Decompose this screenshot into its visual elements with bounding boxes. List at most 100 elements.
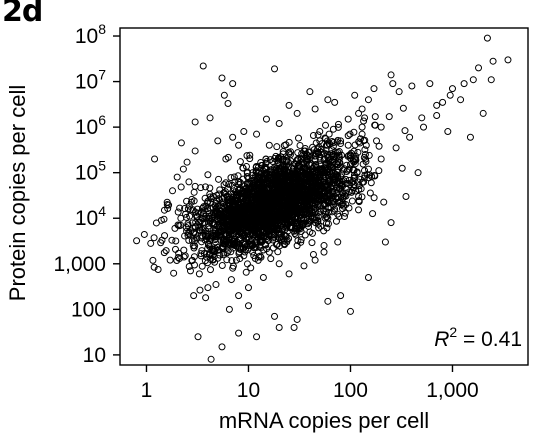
data-point bbox=[364, 96, 372, 104]
data-point bbox=[308, 229, 316, 237]
data-point bbox=[223, 192, 231, 200]
data-point bbox=[221, 188, 229, 196]
data-point bbox=[271, 312, 279, 320]
data-point bbox=[233, 211, 241, 219]
data-point bbox=[276, 182, 284, 190]
data-point bbox=[262, 115, 270, 123]
data-point bbox=[173, 173, 181, 181]
data-point bbox=[358, 123, 366, 131]
data-point bbox=[346, 130, 354, 138]
y-tick-label: 105 bbox=[75, 158, 106, 185]
data-point bbox=[300, 262, 308, 270]
data-point bbox=[227, 276, 235, 284]
data-point bbox=[285, 166, 293, 174]
data-point bbox=[278, 189, 286, 197]
data-point bbox=[182, 210, 190, 218]
data-point bbox=[198, 247, 206, 255]
data-point bbox=[433, 101, 441, 109]
data-point bbox=[344, 141, 352, 149]
data-point bbox=[275, 120, 283, 128]
data-point bbox=[270, 195, 278, 203]
data-point bbox=[324, 208, 332, 216]
data-point bbox=[240, 128, 248, 136]
data-point bbox=[204, 244, 212, 252]
data-point bbox=[340, 213, 348, 221]
data-point bbox=[244, 230, 252, 238]
data-point bbox=[248, 221, 256, 229]
data-point bbox=[257, 214, 265, 222]
data-point bbox=[237, 209, 245, 217]
data-point bbox=[392, 144, 400, 152]
data-point bbox=[271, 221, 279, 229]
data-point bbox=[332, 217, 340, 225]
data-point bbox=[244, 215, 252, 223]
data-point bbox=[426, 80, 434, 88]
data-point bbox=[282, 190, 290, 198]
data-point bbox=[194, 333, 202, 341]
data-point bbox=[235, 180, 243, 188]
data-point bbox=[304, 171, 312, 179]
data-point bbox=[375, 142, 383, 150]
data-point bbox=[344, 152, 352, 160]
data-point bbox=[355, 109, 363, 117]
data-point bbox=[278, 207, 286, 215]
data-point bbox=[206, 114, 214, 122]
data-point bbox=[395, 88, 403, 96]
data-point bbox=[235, 215, 243, 223]
data-point bbox=[402, 193, 410, 200]
data-point bbox=[354, 148, 362, 156]
data-point bbox=[224, 202, 232, 210]
data-point bbox=[273, 216, 281, 224]
data-point bbox=[191, 182, 199, 190]
data-point bbox=[265, 141, 273, 149]
data-point bbox=[316, 128, 324, 136]
data-point bbox=[263, 245, 271, 253]
data-point bbox=[191, 223, 199, 231]
data-point bbox=[448, 85, 456, 93]
data-point bbox=[253, 236, 261, 244]
data-point bbox=[293, 181, 301, 189]
data-point bbox=[487, 76, 495, 84]
data-point bbox=[306, 88, 314, 96]
data-point bbox=[298, 159, 306, 167]
y-tick-label: 100 bbox=[71, 298, 106, 321]
data-point bbox=[286, 199, 294, 207]
data-point bbox=[188, 195, 196, 203]
data-point bbox=[201, 257, 209, 265]
data-point bbox=[234, 193, 242, 201]
data-point bbox=[327, 194, 335, 202]
data-point bbox=[219, 243, 227, 251]
data-point bbox=[308, 239, 316, 247]
data-point bbox=[387, 219, 395, 227]
data-point bbox=[406, 133, 414, 141]
data-point bbox=[344, 132, 352, 140]
data-point bbox=[271, 65, 279, 73]
data-point bbox=[160, 249, 168, 257]
data-point bbox=[177, 183, 185, 191]
data-point bbox=[259, 228, 267, 236]
data-point bbox=[225, 240, 233, 248]
data-point bbox=[218, 343, 226, 351]
data-point bbox=[320, 173, 328, 181]
data-point bbox=[241, 208, 249, 216]
data-point bbox=[352, 155, 360, 163]
data-point bbox=[325, 130, 333, 138]
data-point bbox=[199, 219, 207, 227]
x-tick-label: 100 bbox=[333, 379, 368, 402]
data-point bbox=[162, 247, 170, 255]
data-point bbox=[186, 212, 194, 220]
data-point bbox=[296, 223, 304, 231]
data-point bbox=[319, 150, 327, 158]
data-point bbox=[237, 234, 245, 242]
data-point bbox=[189, 242, 197, 250]
data-point bbox=[273, 143, 281, 151]
y-tick-label: 107 bbox=[75, 67, 106, 94]
y-tick-exponent: 5 bbox=[98, 158, 106, 174]
data-point bbox=[319, 194, 327, 202]
data-point bbox=[203, 253, 211, 261]
data-point bbox=[315, 192, 323, 200]
data-point bbox=[309, 132, 317, 140]
data-point bbox=[324, 96, 332, 104]
data-point bbox=[320, 182, 328, 190]
